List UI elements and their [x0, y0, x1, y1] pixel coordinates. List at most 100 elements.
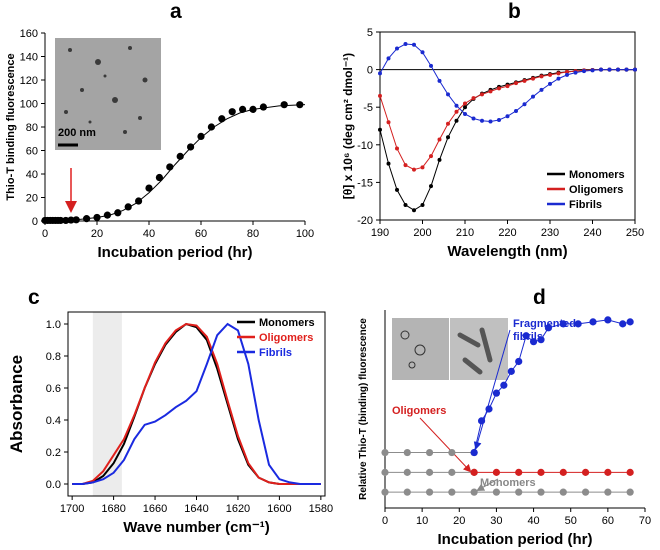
data-point: [616, 67, 620, 72]
data-point: [556, 76, 561, 81]
data-point: [604, 316, 612, 324]
x-tick-label: 20: [453, 515, 465, 527]
x-tick-label: 1680: [101, 503, 125, 515]
data-point: [420, 50, 425, 55]
data-point: [604, 468, 612, 476]
data-point: [497, 86, 501, 91]
series-line: [72, 322, 321, 485]
data-point: [537, 336, 545, 344]
data-point: [492, 389, 501, 397]
data-point: [145, 184, 153, 192]
x-tick-label: 1620: [226, 503, 250, 515]
series-label: Monomers: [480, 477, 536, 489]
data-point: [207, 123, 215, 131]
data-point: [470, 468, 478, 476]
data-point: [522, 102, 527, 107]
data-point: [470, 488, 478, 496]
data-point: [381, 488, 389, 496]
x-tick-label: 1580: [309, 503, 333, 515]
data-point: [544, 324, 553, 332]
x-tick-label: 220: [498, 227, 516, 239]
x-tick-label: 250: [626, 227, 644, 239]
series-label: Oligomers: [392, 405, 446, 417]
scale-label: 200 nm: [58, 127, 96, 139]
data-point: [581, 468, 590, 476]
x-tick-label: 60: [602, 515, 614, 527]
y-tick-label: 0.6: [46, 383, 61, 395]
series-line: [44, 104, 306, 222]
data-point: [429, 154, 433, 159]
y-axis-label: Relative Thio-T (binding) fluorescence: [358, 318, 369, 500]
x-axis-label: Incubation period (hr): [438, 531, 593, 548]
data-point: [522, 332, 530, 340]
data-point: [505, 84, 510, 89]
data-point: [395, 187, 399, 192]
data-point: [446, 135, 450, 140]
y-tick-label: -20: [357, 215, 373, 227]
data-point: [492, 488, 501, 496]
data-point: [446, 92, 450, 97]
data-point: [515, 488, 523, 496]
data-point: [378, 127, 382, 132]
data-point: [470, 448, 478, 457]
data-point: [448, 468, 456, 476]
data-point: [395, 146, 399, 151]
data-point: [228, 108, 236, 116]
data-point: [548, 72, 552, 77]
data-point: [480, 92, 484, 97]
data-point: [446, 121, 450, 126]
data-point: [507, 367, 515, 375]
inset-texture: [64, 46, 148, 134]
data-point: [471, 96, 476, 101]
x-tick-label: 1640: [184, 503, 208, 515]
data-point: [626, 468, 634, 476]
x-tick-label: 1600: [267, 503, 291, 515]
x-tick-label: 230: [541, 227, 559, 239]
data-point: [633, 67, 637, 72]
data-point: [565, 72, 569, 77]
x-tick-label: 1700: [60, 503, 84, 515]
panel-title: d: [533, 286, 546, 309]
data-point: [485, 405, 493, 413]
y-tick-label: 5: [367, 27, 373, 39]
x-tick-label: 20: [91, 228, 103, 240]
data-point: [531, 94, 535, 99]
inset-image: [392, 318, 449, 380]
data-point: [448, 448, 456, 457]
y-tick-label: 140: [20, 52, 38, 64]
data-point: [437, 157, 442, 162]
data-point: [539, 87, 544, 92]
data-point: [239, 105, 247, 113]
data-point: [187, 143, 195, 151]
data-point: [412, 42, 416, 47]
data-point: [559, 468, 567, 476]
series-label: Fragmented fibrils: [513, 318, 576, 343]
x-tick-label: 0: [42, 228, 48, 240]
data-point: [429, 63, 433, 68]
data-point: [537, 488, 545, 496]
x-tick-label: 190: [371, 227, 389, 239]
data-point: [381, 468, 389, 476]
data-point: [437, 78, 442, 83]
data-point: [425, 468, 434, 476]
data-point: [515, 357, 523, 366]
data-point: [425, 488, 434, 496]
legend-label: Fibrils: [569, 199, 602, 211]
data-point: [471, 116, 476, 121]
data-point: [437, 137, 442, 142]
y-axis-label: Thio-T binding fluorescence: [5, 53, 17, 200]
data-point: [381, 448, 389, 457]
data-point: [395, 46, 399, 51]
data-point: [581, 488, 590, 496]
data-point: [429, 184, 433, 189]
x-tick-label: 60: [195, 228, 207, 240]
data-point: [378, 93, 382, 98]
data-point: [607, 67, 612, 72]
data-point: [529, 338, 538, 346]
data-point: [619, 320, 627, 328]
data-point: [488, 119, 493, 124]
data-point: [531, 76, 535, 81]
data-point: [539, 74, 544, 79]
